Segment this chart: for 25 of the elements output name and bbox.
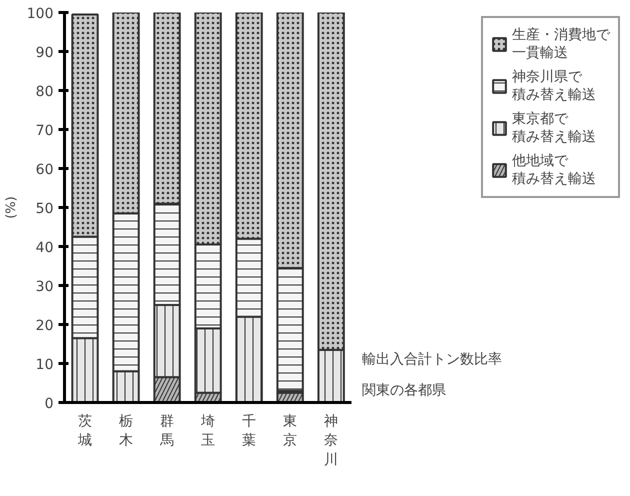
legend-label: 東京都で積み替え輸送 — [512, 110, 596, 146]
y-tick-label: 70 — [36, 123, 54, 139]
y-axis-title: (%) — [4, 196, 19, 219]
legend-label: 生産・消費地で一貫輸送 — [512, 26, 610, 62]
y-tick-label: 50 — [36, 201, 54, 217]
x-tick-label: 栃木 — [119, 414, 134, 449]
x-tick-label: 東京 — [283, 414, 298, 449]
y-tick-label: 40 — [36, 240, 54, 256]
y-tick-label: 20 — [36, 318, 54, 334]
y-tick-label: 100 — [26, 6, 54, 22]
x-tick-label: 神奈川 — [324, 414, 338, 468]
y-tick-label: 80 — [36, 84, 54, 100]
y-tick-label: 30 — [36, 279, 54, 295]
y-tick-label: 10 — [36, 357, 54, 373]
x-tick-label: 群馬 — [159, 414, 174, 449]
x-tick-label: 茨城 — [77, 414, 92, 449]
y-tick-label: 90 — [36, 45, 54, 61]
text: 輸出入合計トン数比率 — [362, 352, 502, 368]
legend-label: 他地域で積み替え輸送 — [512, 152, 596, 188]
y-tick-label: 0 — [44, 396, 54, 412]
x-tick-label: 千葉 — [242, 414, 256, 449]
y-tick-label: 60 — [36, 162, 54, 178]
x-axis-title: 関東の各都県 — [362, 382, 446, 398]
legend-label: 神奈川県で積み替え輸送 — [512, 68, 596, 104]
x-tick-label: 埼玉 — [200, 414, 216, 449]
